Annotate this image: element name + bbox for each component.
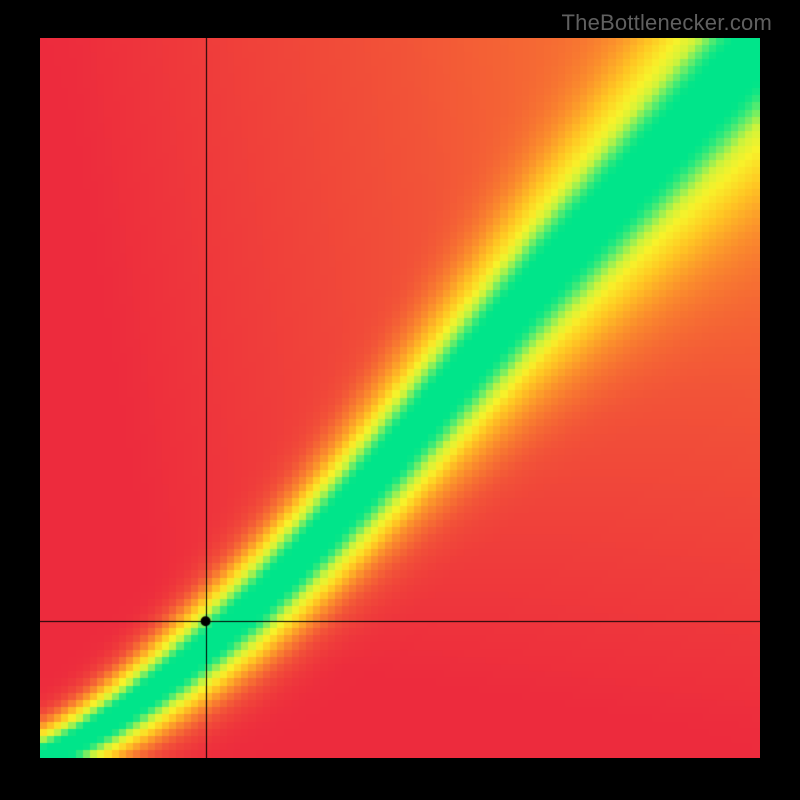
watermark-label: TheBottlenecker.com bbox=[562, 10, 772, 36]
chart-container: TheBottlenecker.com bbox=[0, 0, 800, 800]
heatmap-canvas bbox=[40, 38, 760, 758]
heatmap-plot bbox=[40, 38, 760, 758]
